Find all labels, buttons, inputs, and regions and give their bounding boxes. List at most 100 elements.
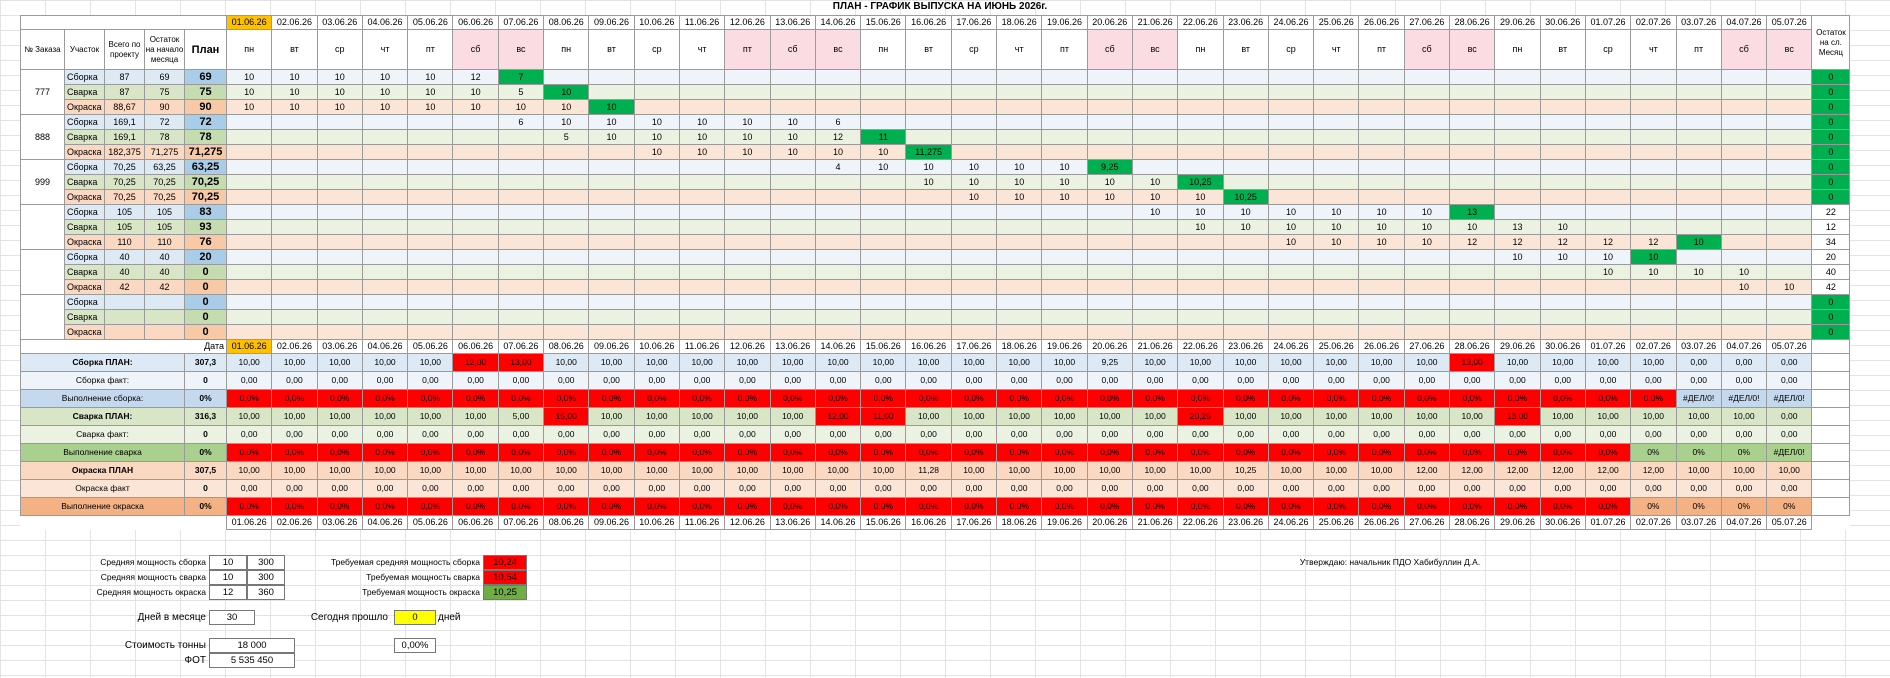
date-header[interactable]: 15.06.26 — [860, 15, 907, 30]
weekday-header[interactable]: пт — [724, 29, 771, 70]
day-cell[interactable] — [633, 84, 680, 100]
summary-cell[interactable]: 10,00 — [407, 353, 454, 372]
req-sb-value[interactable]: 10,24 — [483, 555, 527, 570]
day-cell[interactable] — [814, 324, 862, 340]
day-cell[interactable] — [1358, 69, 1405, 85]
order-number[interactable]: 888 — [20, 114, 65, 160]
summary-cell[interactable]: 10,00 — [316, 353, 363, 372]
day-cell[interactable]: 10 — [543, 99, 590, 115]
day-cell[interactable]: 10 — [724, 129, 771, 145]
day-cell[interactable] — [1720, 204, 1768, 220]
day-cell[interactable] — [1403, 129, 1451, 145]
day-cell[interactable] — [588, 219, 635, 235]
day-cell[interactable]: 5 — [497, 84, 545, 100]
summary-cell[interactable]: 0,0% — [1358, 497, 1405, 516]
remain-start-cell[interactable]: 69 — [144, 69, 185, 85]
day-cell[interactable] — [452, 114, 499, 130]
date-footer[interactable]: 11.06.26 — [678, 515, 726, 530]
section-name[interactable]: Сборка — [64, 204, 105, 220]
summary-cell[interactable]: 0,00 — [1630, 425, 1677, 444]
summary-cell[interactable]: 0,0% — [1177, 389, 1224, 408]
date-footer[interactable]: 28.06.26 — [1449, 515, 1496, 530]
summary-cell[interactable]: 0,00 — [1675, 371, 1722, 390]
summary-cell[interactable]: 0,0% — [1086, 497, 1133, 516]
date-footer[interactable]: 27.06.26 — [1403, 515, 1451, 530]
summary-cell[interactable]: 0,0% — [633, 389, 680, 408]
summary-cell[interactable]: 0,0% — [543, 443, 590, 462]
day-cell[interactable] — [1766, 99, 1813, 115]
day-cell[interactable]: 10 — [1267, 234, 1315, 250]
day-cell[interactable] — [950, 114, 998, 130]
day-cell[interactable] — [1675, 84, 1722, 100]
summary-cell[interactable]: 0,0% — [996, 389, 1043, 408]
summary-cell[interactable]: 0,0% — [452, 389, 499, 408]
day-cell[interactable] — [1086, 249, 1133, 265]
summary-cell[interactable]: 0,0% — [1539, 389, 1586, 408]
summary-total[interactable]: 0 — [184, 425, 227, 444]
day-cell[interactable] — [1131, 234, 1179, 250]
day-cell[interactable] — [678, 309, 726, 325]
summary-cell[interactable]: 0,00 — [1720, 479, 1768, 498]
day-cell[interactable]: 10 — [1675, 264, 1722, 280]
summary-cell[interactable]: 0,00 — [1177, 371, 1224, 390]
day-cell[interactable] — [361, 309, 409, 325]
day-cell[interactable] — [1086, 294, 1133, 310]
remain-start-cell[interactable]: 63,25 — [144, 159, 185, 175]
day-cell[interactable] — [860, 69, 907, 85]
day-cell[interactable]: 10 — [1539, 249, 1586, 265]
remain-next-cell[interactable]: 0 — [1811, 129, 1851, 145]
summary-label[interactable]: Выполнение окраска — [20, 497, 185, 516]
day-cell[interactable] — [1584, 129, 1632, 145]
day-cell[interactable] — [905, 189, 952, 205]
date-header[interactable]: 26.06.26 — [1358, 15, 1405, 30]
summary-cell[interactable]: 0,0% — [678, 389, 726, 408]
day-cell[interactable] — [814, 249, 862, 265]
summary-cell[interactable]: 10,00 — [1630, 407, 1677, 426]
day-cell[interactable] — [588, 189, 635, 205]
day-cell[interactable] — [1720, 309, 1768, 325]
remain-next-cell[interactable]: 22 — [1811, 204, 1851, 220]
summary-cell[interactable]: 0% — [1630, 443, 1677, 462]
weekday-header[interactable]: чт — [678, 29, 726, 70]
day-cell[interactable]: 10 — [1222, 219, 1269, 235]
day-cell[interactable] — [1766, 144, 1813, 160]
total-cell[interactable] — [104, 294, 145, 310]
day-cell[interactable] — [996, 144, 1043, 160]
summary-cell[interactable]: 0,0% — [225, 443, 273, 462]
day-cell[interactable] — [1131, 219, 1179, 235]
total-cell[interactable]: 182,375 — [104, 144, 145, 160]
day-cell[interactable] — [769, 69, 816, 85]
day-cell[interactable] — [1494, 294, 1541, 310]
summary-cell[interactable]: 0,00 — [1494, 371, 1541, 390]
day-cell[interactable] — [633, 249, 680, 265]
day-cell[interactable] — [1766, 324, 1813, 340]
day-cell[interactable] — [1720, 219, 1768, 235]
summary-cell[interactable]: 0,0% — [950, 389, 998, 408]
summary-cell[interactable]: 0,0% — [1584, 497, 1632, 516]
date-footer[interactable]: 21.06.26 — [1131, 339, 1179, 354]
summary-cell[interactable]: 10,00 — [588, 353, 635, 372]
day-cell[interactable] — [316, 264, 363, 280]
day-cell[interactable] — [588, 309, 635, 325]
summary-total[interactable]: 0 — [184, 479, 227, 498]
day-cell[interactable] — [588, 294, 635, 310]
summary-cell[interactable]: 10,25 — [1222, 461, 1269, 480]
day-cell[interactable] — [1222, 129, 1269, 145]
summary-cell[interactable]: 0,0% — [996, 443, 1043, 462]
summary-label[interactable]: Сборка факт: — [20, 371, 185, 390]
date-header[interactable]: 06.06.26 — [452, 15, 499, 30]
date-header[interactable]: 16.06.26 — [905, 15, 952, 30]
day-cell[interactable] — [1630, 159, 1677, 175]
day-cell[interactable]: 10 — [1584, 264, 1632, 280]
day-cell[interactable] — [1539, 189, 1586, 205]
summary-cell[interactable]: 0,00 — [452, 371, 499, 390]
plan-cell[interactable]: 70,25 — [184, 189, 227, 205]
day-cell[interactable] — [588, 144, 635, 160]
day-cell[interactable] — [1267, 279, 1315, 295]
plan-cell[interactable]: 78 — [184, 129, 227, 145]
day-cell[interactable] — [271, 249, 318, 265]
plan-cell[interactable]: 20 — [184, 249, 227, 265]
day-cell[interactable]: 12 — [1539, 234, 1586, 250]
summary-cell[interactable]: 0,0% — [407, 443, 454, 462]
day-cell[interactable]: 10 — [271, 69, 318, 85]
